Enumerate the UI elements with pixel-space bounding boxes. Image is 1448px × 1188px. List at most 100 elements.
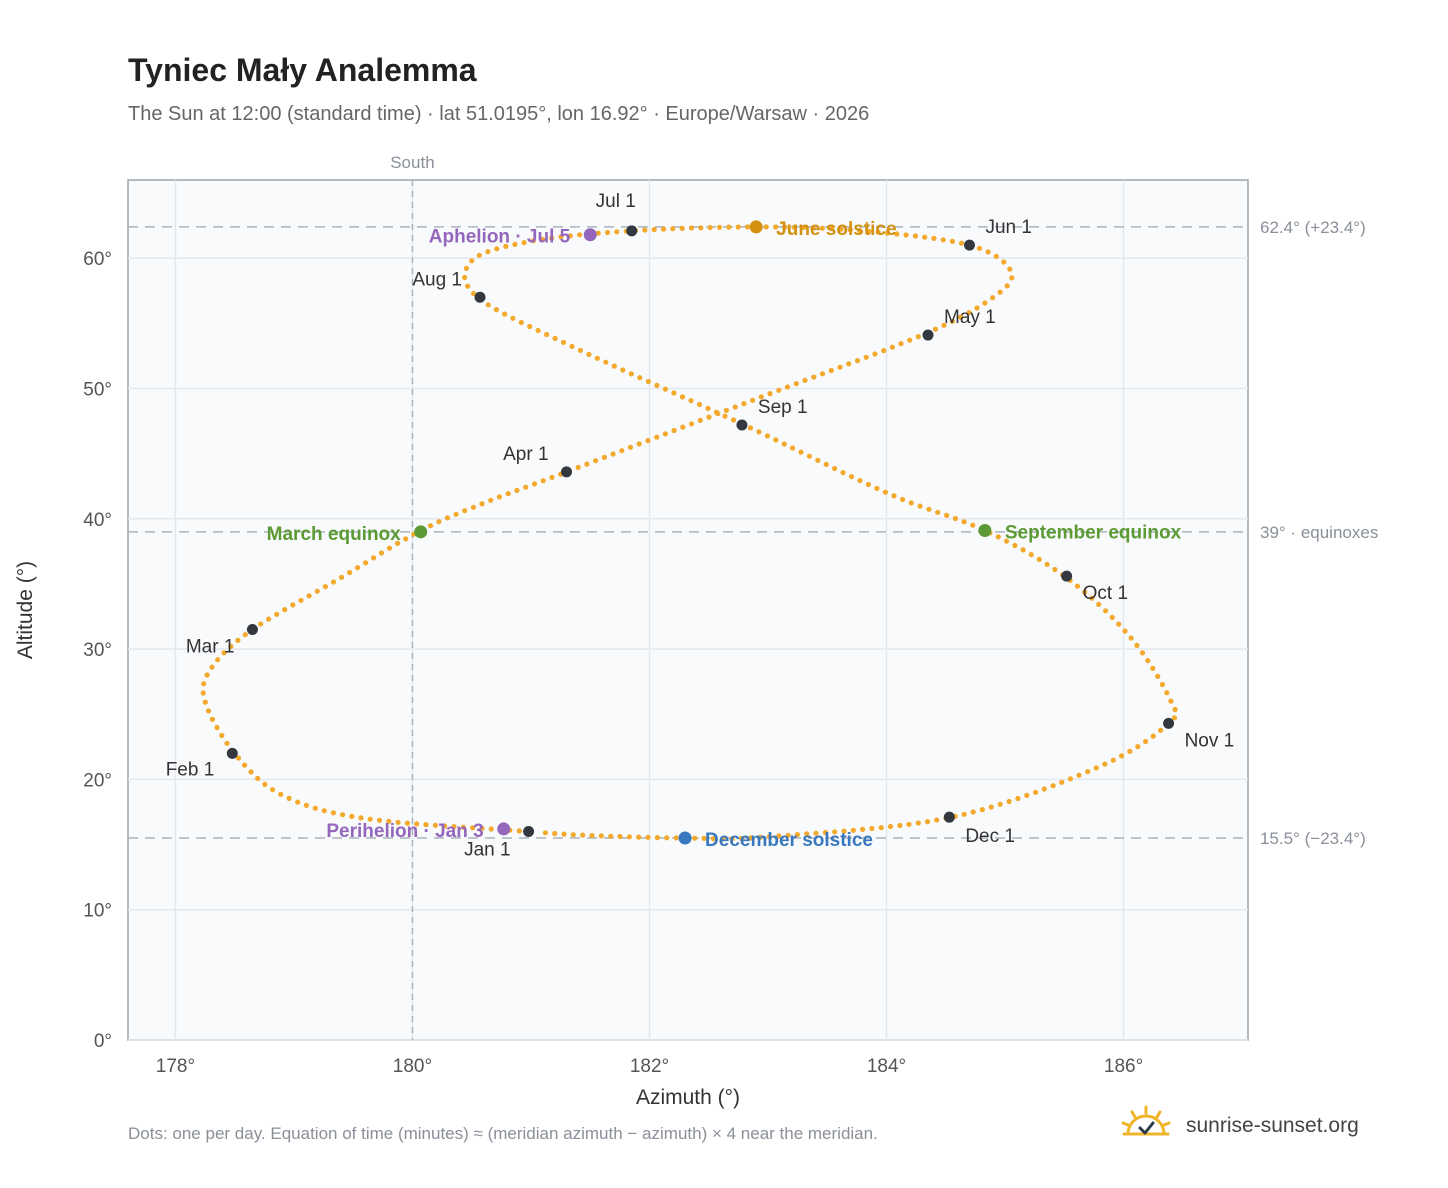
daily-sun-dot [1171, 715, 1178, 721]
month-marker-label: Aug 1 [412, 269, 462, 290]
daily-sun-dot [713, 409, 720, 415]
daily-sun-dot [679, 225, 685, 231]
daily-sun-dot [966, 310, 972, 316]
daily-sun-dot [1122, 628, 1128, 634]
daily-sun-dot [767, 391, 773, 397]
daily-sun-dot [620, 367, 626, 373]
daily-sun-dot [224, 740, 230, 746]
daily-sun-dot [894, 231, 900, 237]
daily-sun-dot [470, 290, 477, 297]
daily-sun-dot [306, 593, 312, 599]
y-tick-label: 20° [83, 770, 112, 791]
month-marker [626, 225, 638, 237]
daily-sun-dot [773, 437, 779, 443]
daily-sun-dot [367, 816, 373, 822]
daily-sun-dot [654, 835, 661, 841]
month-marker [246, 624, 258, 636]
daily-sun-dot [857, 478, 863, 484]
daily-sun-dot [791, 224, 797, 230]
daily-sun-dot [990, 295, 996, 301]
daily-sun-dot [662, 386, 669, 392]
daily-sun-dot [872, 351, 878, 357]
daily-sun-dot [673, 835, 679, 841]
daily-sun-dot [645, 378, 652, 385]
daily-sun-dot [874, 485, 880, 491]
sun-logo-icon [1120, 1104, 1172, 1149]
daily-sun-dot [637, 375, 643, 381]
month-marker-label: Oct 1 [1083, 583, 1128, 604]
daily-sun-dot [205, 708, 212, 714]
daily-sun-dot [414, 821, 420, 827]
plot-area [127, 179, 1249, 1041]
brand[interactable]: sunrise-sunset.org [1120, 1104, 1359, 1148]
daily-sun-dot [985, 249, 991, 255]
reference-line-label: 39° · equinoxes [1260, 523, 1378, 542]
daily-sun-dot [932, 326, 939, 332]
daily-sun-dot [235, 637, 241, 644]
daily-sun-dot [627, 444, 634, 450]
daily-sun-dot [979, 807, 985, 813]
daily-sun-dot [235, 755, 242, 761]
daily-sun-dot [1127, 748, 1133, 755]
daily-sun-dot [339, 574, 345, 580]
event-label: Perihelion · Jan 3 [326, 821, 483, 842]
daily-sun-dot [340, 812, 346, 818]
daily-sun-dot [949, 318, 956, 324]
daily-sun-dot [848, 474, 855, 480]
daily-sun-dot [1103, 608, 1109, 614]
daily-sun-dot [671, 427, 677, 434]
event-label: Aphelion · Jul 5 [429, 227, 571, 248]
daily-sun-dot [976, 245, 983, 251]
daily-sun-dot [403, 536, 409, 542]
daily-sun-dot [732, 404, 738, 410]
daily-sun-dot [958, 314, 964, 320]
daily-sun-dot [1168, 698, 1174, 704]
daily-sun-dot [215, 657, 221, 663]
daily-sun-dot [908, 500, 914, 506]
daily-sun-dot [958, 240, 965, 246]
daily-sun-dot [1024, 792, 1030, 799]
daily-sun-dot [295, 799, 301, 805]
daily-sun-dot [801, 224, 807, 231]
daily-sun-dot [798, 449, 804, 455]
y-axis-label: Altitude (°) [14, 561, 37, 659]
daily-sun-dot [757, 834, 763, 840]
daily-sun-dot [889, 344, 896, 350]
month-marker-label: Mar 1 [186, 637, 235, 658]
daily-sun-dot [298, 597, 304, 603]
daily-sun-dot [926, 506, 932, 512]
daily-sun-dot [1006, 798, 1012, 805]
daily-sun-dot [1110, 757, 1116, 763]
daily-sun-dot [347, 569, 353, 576]
daily-sun-dot [970, 809, 976, 815]
daily-sun-dot [395, 819, 401, 825]
daily-sun-dot [518, 319, 524, 326]
daily-sun-dot [670, 226, 676, 232]
daily-sun-dot [863, 354, 869, 360]
daily-sun-dot [875, 229, 881, 235]
daily-sun-dot [577, 232, 583, 238]
daily-sun-dot [881, 348, 887, 354]
daily-sun-dot [782, 224, 788, 230]
daily-sun-dot [219, 732, 225, 739]
daily-sun-dot [560, 339, 567, 345]
daily-sun-dot [608, 833, 614, 839]
event-label: March equinox [267, 524, 402, 545]
month-marker [922, 329, 934, 341]
daily-sun-dot [819, 225, 825, 231]
daily-sun-dot [1012, 542, 1018, 549]
daily-sun-dot [776, 387, 782, 393]
daily-sun-dot [322, 584, 328, 590]
daily-sun-dot [270, 787, 276, 793]
daily-sun-dot [654, 434, 660, 440]
month-marker-label: Feb 1 [166, 759, 215, 780]
daily-sun-dot [840, 470, 846, 476]
daily-sun-dot [722, 413, 728, 419]
daily-sun-dot [997, 801, 1003, 807]
daily-sun-dot [496, 494, 502, 500]
daily-sun-dot [570, 832, 576, 838]
daily-sun-dot [907, 337, 913, 343]
y-tick-label: 0° [94, 1031, 112, 1052]
brand-name: sunrise-sunset.org [1186, 1114, 1359, 1137]
daily-sun-dot [1158, 727, 1164, 733]
